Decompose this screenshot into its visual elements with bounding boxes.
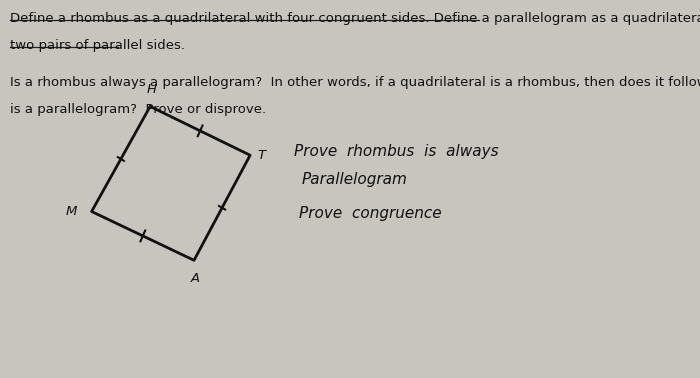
Text: two pairs of parallel sides.: two pairs of parallel sides. <box>10 39 186 52</box>
Text: A: A <box>191 271 200 285</box>
Text: H: H <box>146 83 157 96</box>
Text: Prove  rhombus  is  always: Prove rhombus is always <box>294 144 498 159</box>
Text: M: M <box>66 205 77 218</box>
Text: is a parallelogram?  Prove or disprove.: is a parallelogram? Prove or disprove. <box>10 104 266 116</box>
Text: T: T <box>258 149 265 162</box>
Text: Prove  congruence: Prove congruence <box>299 206 442 221</box>
Text: Define a rhombus as a quadrilateral with four congruent sides. Define a parallel: Define a rhombus as a quadrilateral with… <box>10 12 700 25</box>
Text: Is a rhombus always a parallelogram?  In other words, if a quadrilateral is a rh: Is a rhombus always a parallelogram? In … <box>10 76 700 90</box>
Text: Parallelogram: Parallelogram <box>301 172 407 187</box>
